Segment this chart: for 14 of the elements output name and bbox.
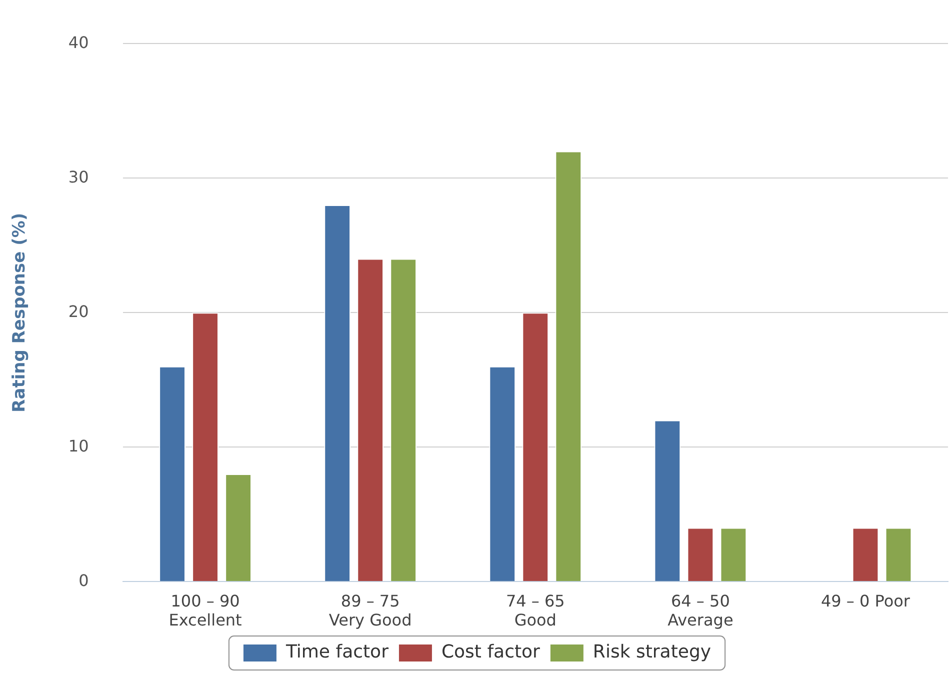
x-tick-label: 100 – 90 Excellent xyxy=(168,591,242,630)
legend-label: Time factor xyxy=(284,642,390,663)
y-tick-label: 40 xyxy=(68,32,89,52)
legend-label: Cost factor xyxy=(441,642,541,663)
x-tick-label: 64 – 50 Average xyxy=(668,591,734,630)
y-tick-label: 20 xyxy=(68,302,89,321)
y-axis-title: Rating Response (%) xyxy=(10,212,30,412)
y-tick-label: 10 xyxy=(68,436,89,456)
y-tick-label: 0 xyxy=(78,570,89,590)
x-tick-label: 74 – 65 Good xyxy=(506,591,565,630)
legend-label: Risk strategy xyxy=(592,642,712,663)
y-tick-label: 30 xyxy=(68,167,89,186)
x-tick-label: 49 – 0 Poor xyxy=(820,591,910,610)
x-tick-label: 89 – 75 Very Good xyxy=(328,591,412,630)
